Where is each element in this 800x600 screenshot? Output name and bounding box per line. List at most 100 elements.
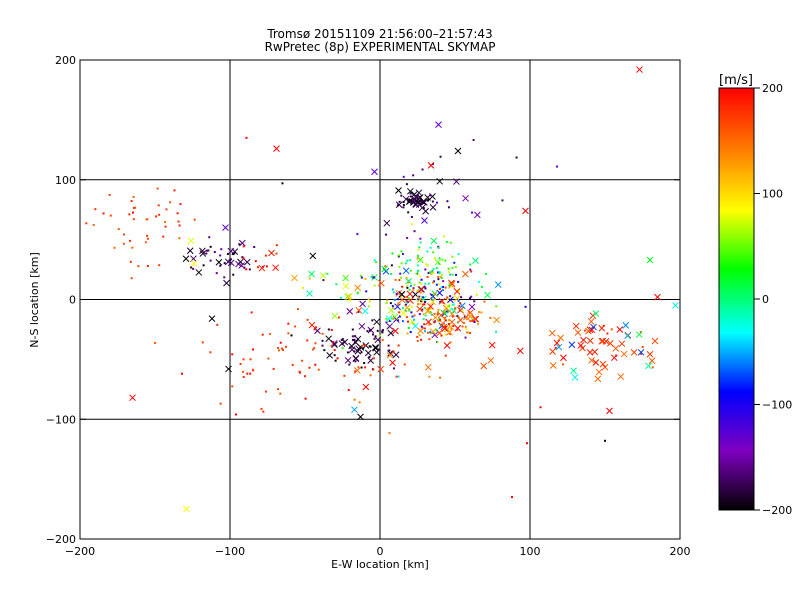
data-point-dot [332,340,335,343]
data-point-dot [157,204,160,207]
data-point-dot [428,323,431,326]
data-point-dot [250,311,253,314]
data-point-dot [219,264,222,267]
data-point-dot [418,246,421,249]
data-point-dot [352,338,355,341]
data-point-dot [447,296,450,299]
data-point-cross [436,177,444,185]
data-point-cross [417,327,424,335]
data-point-cross [429,204,437,211]
data-point-dot [406,286,409,289]
data-point-dot [464,336,467,339]
data-point-dot [178,224,181,227]
data-point-dot [85,222,88,225]
data-point-dot [436,313,439,316]
y-tick-label: −100 [46,413,76,426]
data-point-cross [646,256,654,264]
data-point-cross [599,360,607,368]
data-point-dot [398,200,401,203]
data-point-dot [179,203,182,206]
colorbar-ticks: 200 100 0 −100 −200 [754,82,792,517]
data-point-dot [257,266,260,269]
data-point-dot [409,269,412,272]
data-point-dot [409,259,412,262]
data-point-dot [409,284,412,287]
data-point-dot [381,331,384,334]
data-point-dot [373,284,376,287]
data-point-dot [201,341,204,344]
data-point-cross [431,331,439,339]
data-point-dot [391,288,394,291]
data-point-dot [387,344,390,347]
data-point-dot [223,262,226,265]
data-point-dot [429,306,432,309]
data-point-dot [137,265,140,268]
data-point-dot [439,300,442,303]
data-point-dot [347,297,350,300]
data-point-dot [269,333,272,336]
data-point-dot [360,351,363,354]
data-point-cross [448,318,456,326]
data-point-dot [381,329,384,332]
data-point-dot [219,402,222,405]
data-point-dot [444,325,447,328]
data-point-cross [183,505,190,513]
data-point-cross [622,322,630,329]
colorbar-tick-label: 200 [762,82,783,95]
data-point-dot [417,295,420,298]
data-point-dot [94,208,97,211]
data-point-cross [186,247,194,255]
data-point-cross [331,312,339,320]
data-point-dot [423,306,426,309]
data-point-dot [451,266,454,269]
data-point-dot [430,293,433,296]
data-point-dot [425,263,428,266]
data-point-dot [413,230,416,233]
data-point-dot [604,439,606,442]
data-point-dot [432,163,435,166]
data-point-dot [396,319,399,322]
data-point-dot [524,305,527,308]
data-point-dot [438,257,441,260]
data-point-cross [620,350,628,358]
data-point-dot [400,276,403,279]
data-point-dot [472,138,475,141]
data-point-cross [598,337,606,345]
data-point-dot [323,349,326,352]
data-point-dot [398,279,401,282]
data-point-dot [375,346,378,349]
colorbar-label: [m/s] [719,73,753,88]
data-point-dot [333,349,336,352]
data-point-dot [235,413,237,416]
data-point-dot [301,286,304,289]
data-point-cross [389,359,396,367]
data-point-dot [327,328,330,331]
data-point-cross [421,217,428,224]
data-point-dot [446,200,449,203]
data-point-dot [428,311,431,314]
data-point-dot [561,363,564,366]
data-point-dot [369,328,372,331]
data-point-dot [388,432,391,435]
colorbar-gradient [718,87,755,511]
data-point-dot [423,330,426,333]
data-point-dot [651,366,654,369]
data-point-dot [373,259,376,262]
data-point-dot [465,327,468,330]
data-point-dot [252,348,255,351]
data-point-dot [402,175,405,178]
data-point-dot [475,293,478,296]
data-point-dot [445,240,448,243]
data-point-dot [397,255,400,258]
data-point-dot [421,168,424,171]
data-point-dot [455,328,458,331]
data-point-cross [385,315,393,323]
data-point-dot [480,311,483,314]
data-point-dot [417,264,420,267]
data-point-dot [461,325,464,328]
data-point-dot [388,320,391,323]
data-point-dot [245,136,248,139]
data-point-cross [592,310,600,317]
data-point-dot [275,244,278,247]
data-point-dot [457,280,460,283]
